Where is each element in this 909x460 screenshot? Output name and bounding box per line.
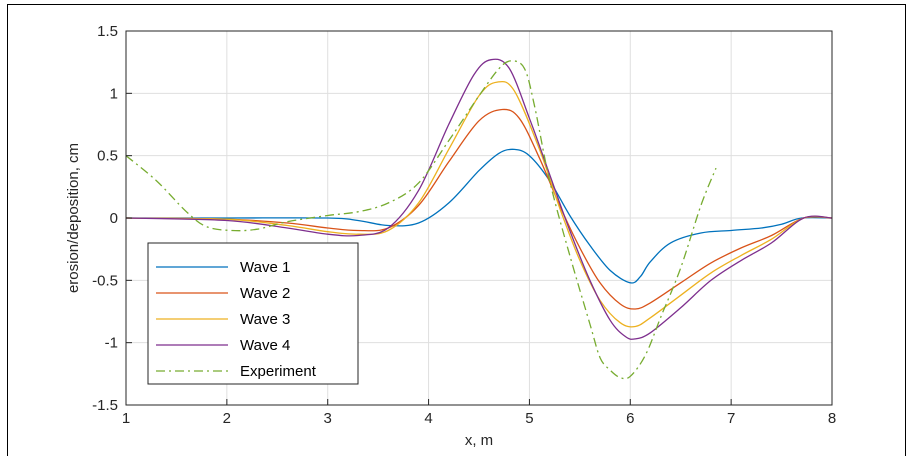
y-axis-label: erosion/deposition, cm [65, 143, 82, 293]
y-tick-label: 1.5 [97, 23, 118, 40]
y-tick-label: -0.5 [92, 272, 118, 289]
x-tick-label: 1 [122, 410, 130, 427]
legend-label: Wave 1 [240, 259, 290, 276]
legend-label: Wave 4 [240, 337, 290, 354]
y-tick-labels: 1.5 1 0.5 0 -0.5 -1 -1.5 [92, 23, 118, 414]
figure-frame [7, 4, 906, 456]
legend-label: Wave 2 [240, 285, 290, 302]
plot-area-border [125, 30, 833, 406]
x-tick-label: 7 [727, 410, 735, 427]
x-tick-label: 5 [525, 410, 533, 427]
x-tick-labels: 1 2 3 4 5 6 7 8 [122, 410, 836, 427]
legend: Wave 1 Wave 2 Wave 3 Wave 4 Experiment [147, 242, 359, 385]
series-line-wave-1 [126, 148, 833, 284]
x-tick-label: 6 [626, 410, 634, 427]
legend-label: Wave 3 [240, 311, 290, 328]
x-tick-label: 8 [828, 410, 836, 427]
y-tick-label: 0 [110, 210, 118, 227]
series-lines [125, 58, 833, 380]
x-tick-label: 2 [223, 410, 231, 427]
series-line-wave-4 [125, 58, 833, 340]
x-tick-label: 3 [324, 410, 332, 427]
y-tick-label: 0.5 [97, 148, 118, 165]
y-tick-label: -1.5 [92, 397, 118, 414]
series-line-wave-2 [125, 108, 833, 310]
series-line-experiment [125, 60, 717, 380]
y-tick-label: 1 [110, 85, 118, 102]
x-axis-label: x, m [465, 432, 493, 449]
y-tick-label: -1 [105, 335, 118, 352]
x-tick-label: 4 [424, 410, 432, 427]
legend-label: Experiment [240, 363, 317, 380]
